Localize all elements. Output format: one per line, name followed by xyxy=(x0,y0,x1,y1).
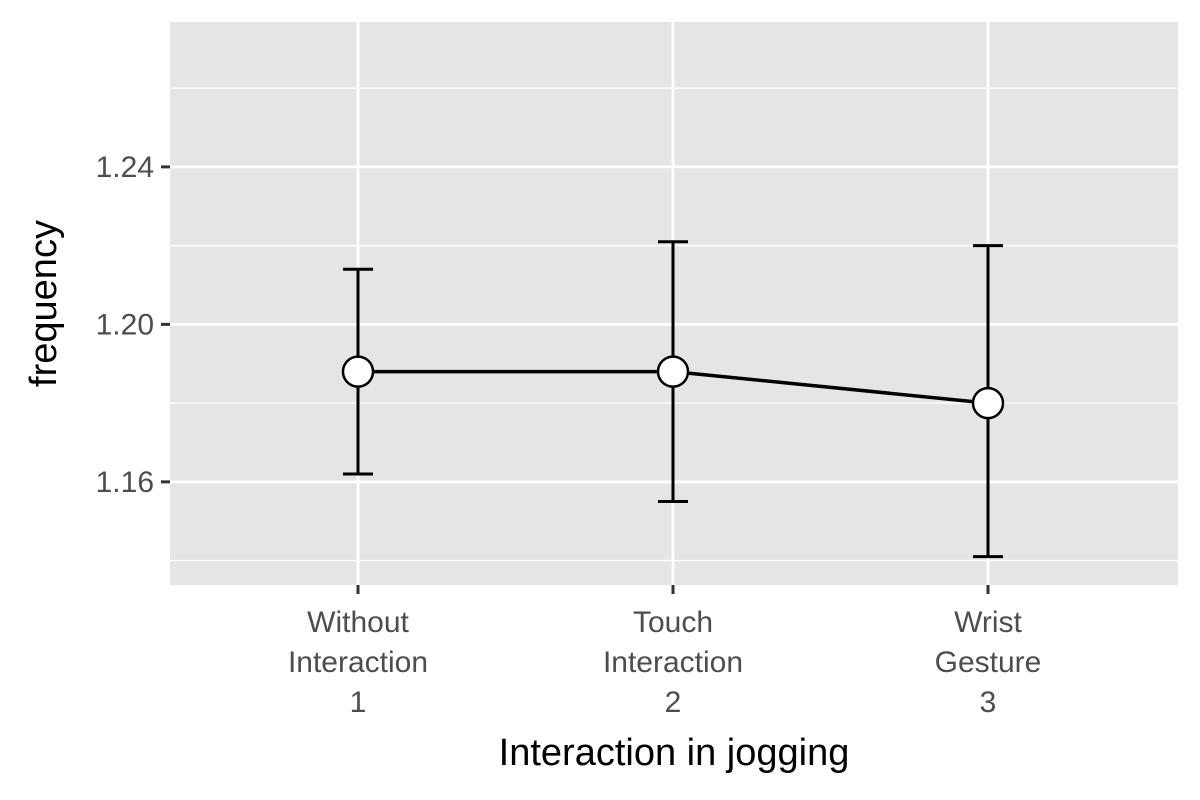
y-axis-title: frequency xyxy=(23,220,65,387)
x-tick-label: Gesture xyxy=(935,646,1042,679)
y-tick-label: 1.20 xyxy=(96,308,154,341)
data-series xyxy=(341,240,1005,559)
x-axis: Without Interaction 1 Touch Interaction 2 Wris… xyxy=(288,585,1041,719)
data-point xyxy=(341,355,375,388)
x-tick-label: 2 xyxy=(665,686,682,719)
y-tick-label: 1.16 xyxy=(96,466,154,499)
x-axis-title: Interaction in jogging xyxy=(499,732,850,774)
data-point xyxy=(971,386,1005,420)
y-axis: 1.16 1.20 1.24 xyxy=(96,151,170,499)
data-point xyxy=(656,355,690,388)
y-tick-label: 1.24 xyxy=(96,151,154,184)
x-tick-label: Touch xyxy=(633,606,713,639)
x-tick-label: 3 xyxy=(980,686,997,719)
x-tick-label: 1 xyxy=(350,686,367,719)
x-tick-label: Without xyxy=(307,606,409,639)
x-tick-label: Wrist xyxy=(954,606,1022,639)
x-tick-label: Interaction xyxy=(603,646,743,679)
x-tick-label: Interaction xyxy=(288,646,428,679)
